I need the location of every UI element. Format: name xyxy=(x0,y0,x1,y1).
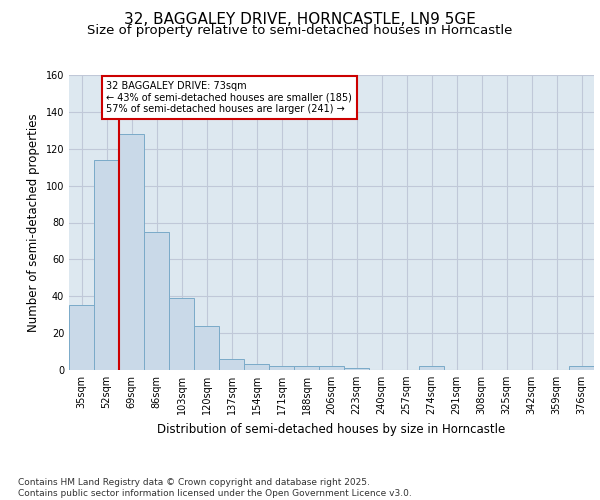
Bar xyxy=(219,359,244,370)
Text: 32, BAGGALEY DRIVE, HORNCASTLE, LN9 5GE: 32, BAGGALEY DRIVE, HORNCASTLE, LN9 5GE xyxy=(124,12,476,28)
Bar xyxy=(319,366,344,370)
Bar xyxy=(169,298,194,370)
Text: Contains HM Land Registry data © Crown copyright and database right 2025.
Contai: Contains HM Land Registry data © Crown c… xyxy=(18,478,412,498)
Bar xyxy=(269,366,294,370)
Bar xyxy=(69,306,94,370)
Bar xyxy=(119,134,144,370)
Bar xyxy=(244,364,269,370)
Bar xyxy=(144,232,169,370)
Bar xyxy=(344,368,369,370)
Text: Size of property relative to semi-detached houses in Horncastle: Size of property relative to semi-detach… xyxy=(88,24,512,37)
Y-axis label: Number of semi-detached properties: Number of semi-detached properties xyxy=(27,113,40,332)
Bar xyxy=(294,366,319,370)
Text: 32 BAGGALEY DRIVE: 73sqm
← 43% of semi-detached houses are smaller (185)
57% of : 32 BAGGALEY DRIVE: 73sqm ← 43% of semi-d… xyxy=(107,80,352,114)
Bar xyxy=(94,160,119,370)
Bar xyxy=(419,366,444,370)
Bar xyxy=(194,326,219,370)
X-axis label: Distribution of semi-detached houses by size in Horncastle: Distribution of semi-detached houses by … xyxy=(157,422,506,436)
Bar xyxy=(569,366,594,370)
